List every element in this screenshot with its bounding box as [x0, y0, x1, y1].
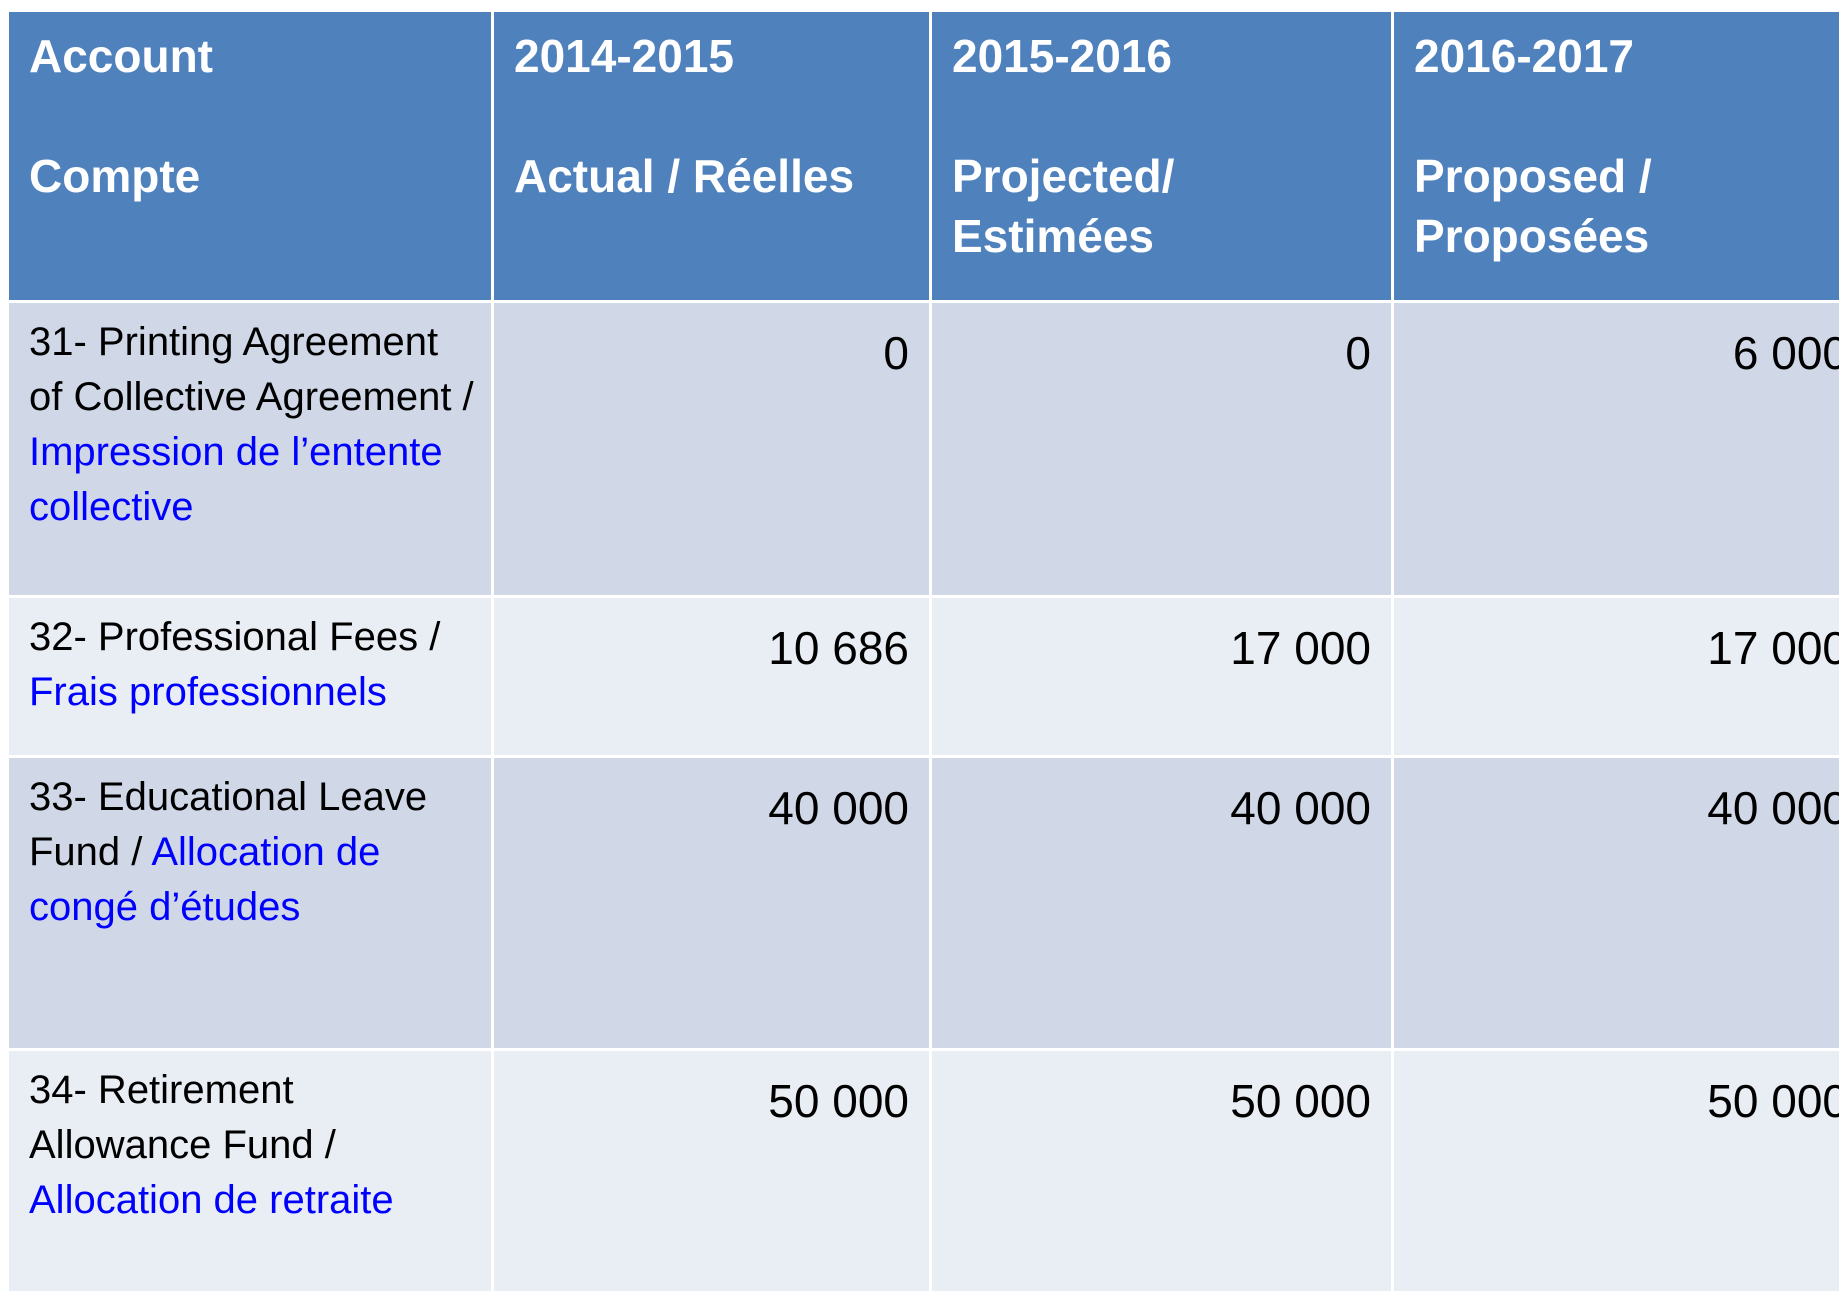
amount: 6 000	[1732, 327, 1839, 379]
header-cell: 2016-2017 Proposed / Proposées	[1394, 12, 1839, 300]
account-cell: 33- Educational Leave Fund / Allocation …	[9, 758, 491, 1048]
amount: 10 686	[768, 622, 909, 674]
amount-cell: 10 686	[494, 598, 929, 755]
amount: 0	[883, 327, 909, 379]
account-cell: 32- Professional Fees / Frais profession…	[9, 598, 491, 755]
account-french: Impression de l’entente collective	[29, 430, 443, 529]
amount-cell: 40 000	[494, 758, 929, 1048]
amount-cell: 50 000	[932, 1051, 1391, 1291]
amount-cell: 17 000	[932, 598, 1391, 755]
header-line: Account	[29, 30, 213, 82]
amount: 17 000	[1230, 622, 1371, 674]
account-french: Allocation de congé d’études	[29, 830, 381, 929]
amount-cell: 40 000	[1394, 758, 1839, 1048]
header-line: 2015-2016	[952, 30, 1172, 82]
header-cell: Account Compte	[9, 12, 491, 300]
header-line: 2014-2015	[514, 30, 734, 82]
account-english: 33- Educational Leave Fund /	[29, 775, 428, 874]
amount: 0	[1345, 327, 1371, 379]
account-french: Allocation de retraite	[29, 1178, 394, 1222]
amount: 50 000	[1707, 1075, 1839, 1127]
header-line: Actual / Réelles	[514, 150, 855, 202]
amount: 50 000	[768, 1075, 909, 1127]
amount-cell: 6 000	[1394, 303, 1839, 595]
amount-cell: 0	[494, 303, 929, 595]
account-french: Frais professionnels	[29, 670, 387, 714]
header-line: Projected/ Estimées	[952, 150, 1175, 262]
amount-cell: 17 000	[1394, 598, 1839, 755]
account-english: 34- Retirement Allowance Fund /	[29, 1068, 336, 1167]
amount-cell: 0	[932, 303, 1391, 595]
header-cell: 2015-2016 Projected/ Estimées	[932, 12, 1391, 300]
amount-cell: 40 000	[932, 758, 1391, 1048]
account-english: 32- Professional Fees /	[29, 615, 441, 659]
account-cell: 34- Retirement Allowance Fund / Allocati…	[9, 1051, 491, 1291]
header-line: Compte	[29, 150, 201, 202]
budget-table: Account Compte 2014-2015 Actual / Réelles 20…	[9, 12, 1839, 1291]
account-english: 31- Printing Agreement of Collective Agr…	[29, 320, 474, 419]
amount: 40 000	[1707, 782, 1839, 834]
header-line: 2016-2017	[1414, 30, 1634, 82]
amount: 40 000	[768, 782, 909, 834]
account-cell: 31- Printing Agreement of Collective Agr…	[9, 303, 491, 595]
amount-cell: 50 000	[494, 1051, 929, 1291]
amount: 17 000	[1707, 622, 1839, 674]
amount: 40 000	[1230, 782, 1371, 834]
amount: 50 000	[1230, 1075, 1371, 1127]
header-cell: 2014-2015 Actual / Réelles	[494, 12, 929, 300]
header-line: Proposed / Proposées	[1414, 150, 1652, 262]
amount-cell: 50 000	[1394, 1051, 1839, 1291]
